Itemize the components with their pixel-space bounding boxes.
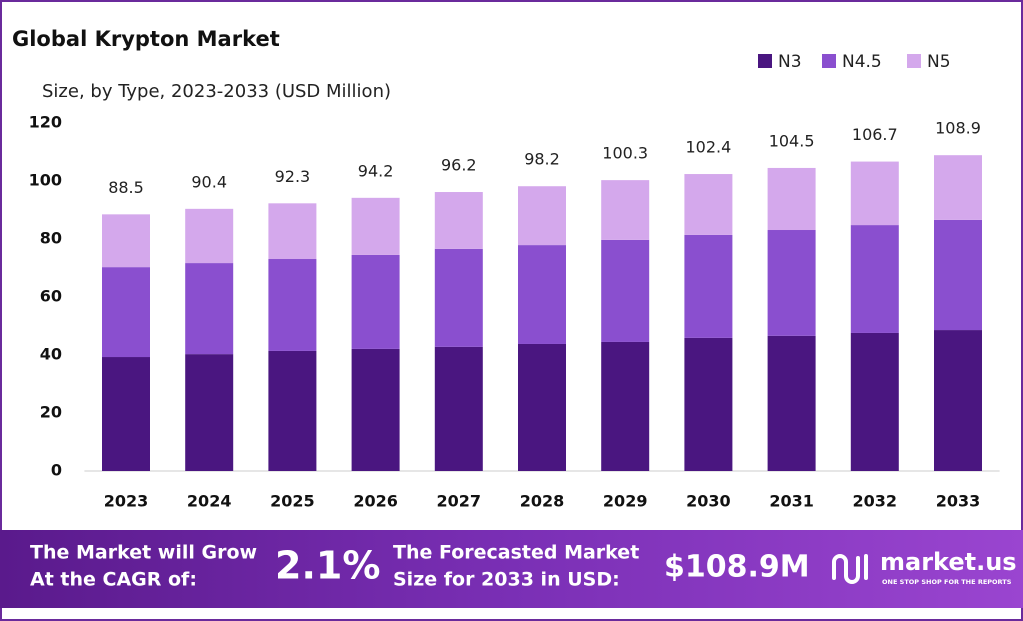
cagr-value: 2.1% xyxy=(275,544,380,588)
legend-label: N5 xyxy=(927,52,951,72)
legend-label: N3 xyxy=(778,52,802,72)
bar-segment xyxy=(185,263,234,355)
bar-segment xyxy=(934,330,982,471)
total-label: 96.2 xyxy=(441,156,477,175)
forecast-text: Size for 2033 in USD: xyxy=(393,569,620,591)
bar-segment xyxy=(434,248,483,347)
bar-segment xyxy=(518,343,566,471)
total-label: 94.2 xyxy=(358,161,394,180)
x-tick-label: 2030 xyxy=(686,492,731,511)
x-tick-label: 2026 xyxy=(353,492,398,511)
bar-segment xyxy=(684,174,733,235)
bar-segment xyxy=(102,267,150,358)
bar-segment xyxy=(684,337,733,471)
y-tick-label: 20 xyxy=(40,403,62,422)
y-tick-label: 80 xyxy=(40,229,62,248)
bar-segment xyxy=(850,332,899,471)
bar-segment xyxy=(185,208,234,264)
y-tick-label: 40 xyxy=(40,345,62,364)
y-tick-label: 120 xyxy=(29,113,62,132)
forecast-text: The Forecasted Market xyxy=(393,542,639,564)
bar-segment xyxy=(351,197,400,255)
logo-icon xyxy=(832,554,868,584)
bar-segment xyxy=(767,167,816,231)
bar-segment xyxy=(767,230,816,336)
x-tick-label: 2031 xyxy=(769,492,814,511)
bar-segment xyxy=(268,350,317,471)
bar-segment xyxy=(351,254,400,349)
x-tick-label: 2033 xyxy=(936,492,981,511)
bar-segment xyxy=(850,161,899,226)
cagr-text: At the CAGR of: xyxy=(30,569,197,591)
x-tick-label: 2024 xyxy=(187,492,232,511)
bar-segment xyxy=(518,186,566,246)
bar-segment xyxy=(684,234,733,338)
forecast-value: $108.9M xyxy=(664,550,810,585)
legend-swatch xyxy=(907,54,921,68)
total-label: 108.9 xyxy=(935,119,981,138)
x-tick-label: 2028 xyxy=(520,492,565,511)
bar-segment xyxy=(102,357,150,471)
legend-swatch xyxy=(758,54,772,68)
y-tick-label: 0 xyxy=(51,461,62,480)
total-label: 104.5 xyxy=(769,131,815,150)
total-label: 90.4 xyxy=(191,172,227,191)
bar-segment xyxy=(102,214,150,268)
bar-segment xyxy=(601,239,650,342)
x-tick-label: 2023 xyxy=(104,492,149,511)
cagr-text: The Market will Grow xyxy=(30,542,257,564)
total-label: 98.2 xyxy=(524,150,560,169)
x-tick-label: 2027 xyxy=(437,492,482,511)
logo-text: market.us xyxy=(880,548,1017,576)
footer-banner xyxy=(0,530,1023,608)
bar-segment xyxy=(351,348,400,471)
bar-segment xyxy=(434,192,483,249)
chart-title: Global Krypton Market xyxy=(12,27,280,51)
total-label: 88.5 xyxy=(108,178,144,197)
total-label: 102.4 xyxy=(685,138,731,157)
total-label: 106.7 xyxy=(852,125,898,144)
y-tick-label: 60 xyxy=(40,287,62,306)
total-label: 100.3 xyxy=(602,144,648,163)
bar-segment xyxy=(601,341,650,471)
bar-segment xyxy=(434,346,483,471)
logo-tagline: ONE STOP SHOP FOR THE REPORTS xyxy=(882,578,1012,586)
y-tick-label: 100 xyxy=(29,171,62,190)
bar-segment xyxy=(268,259,317,351)
bar-segment xyxy=(518,245,566,344)
bar-segment xyxy=(601,180,650,240)
legend-label: N4.5 xyxy=(842,52,882,72)
bar-segment xyxy=(850,225,899,333)
legend-swatch xyxy=(822,54,836,68)
bar-segment xyxy=(185,354,234,471)
x-tick-label: 2029 xyxy=(603,492,648,511)
bar-segment xyxy=(268,203,317,260)
x-tick-label: 2025 xyxy=(270,492,315,511)
chart-subtitle: Size, by Type, 2023-2033 (USD Million) xyxy=(42,81,391,102)
bar-segment xyxy=(934,219,982,331)
x-tick-label: 2032 xyxy=(853,492,898,511)
bar-segment xyxy=(767,335,816,471)
total-label: 92.3 xyxy=(275,167,311,186)
bar-segment xyxy=(934,155,982,220)
